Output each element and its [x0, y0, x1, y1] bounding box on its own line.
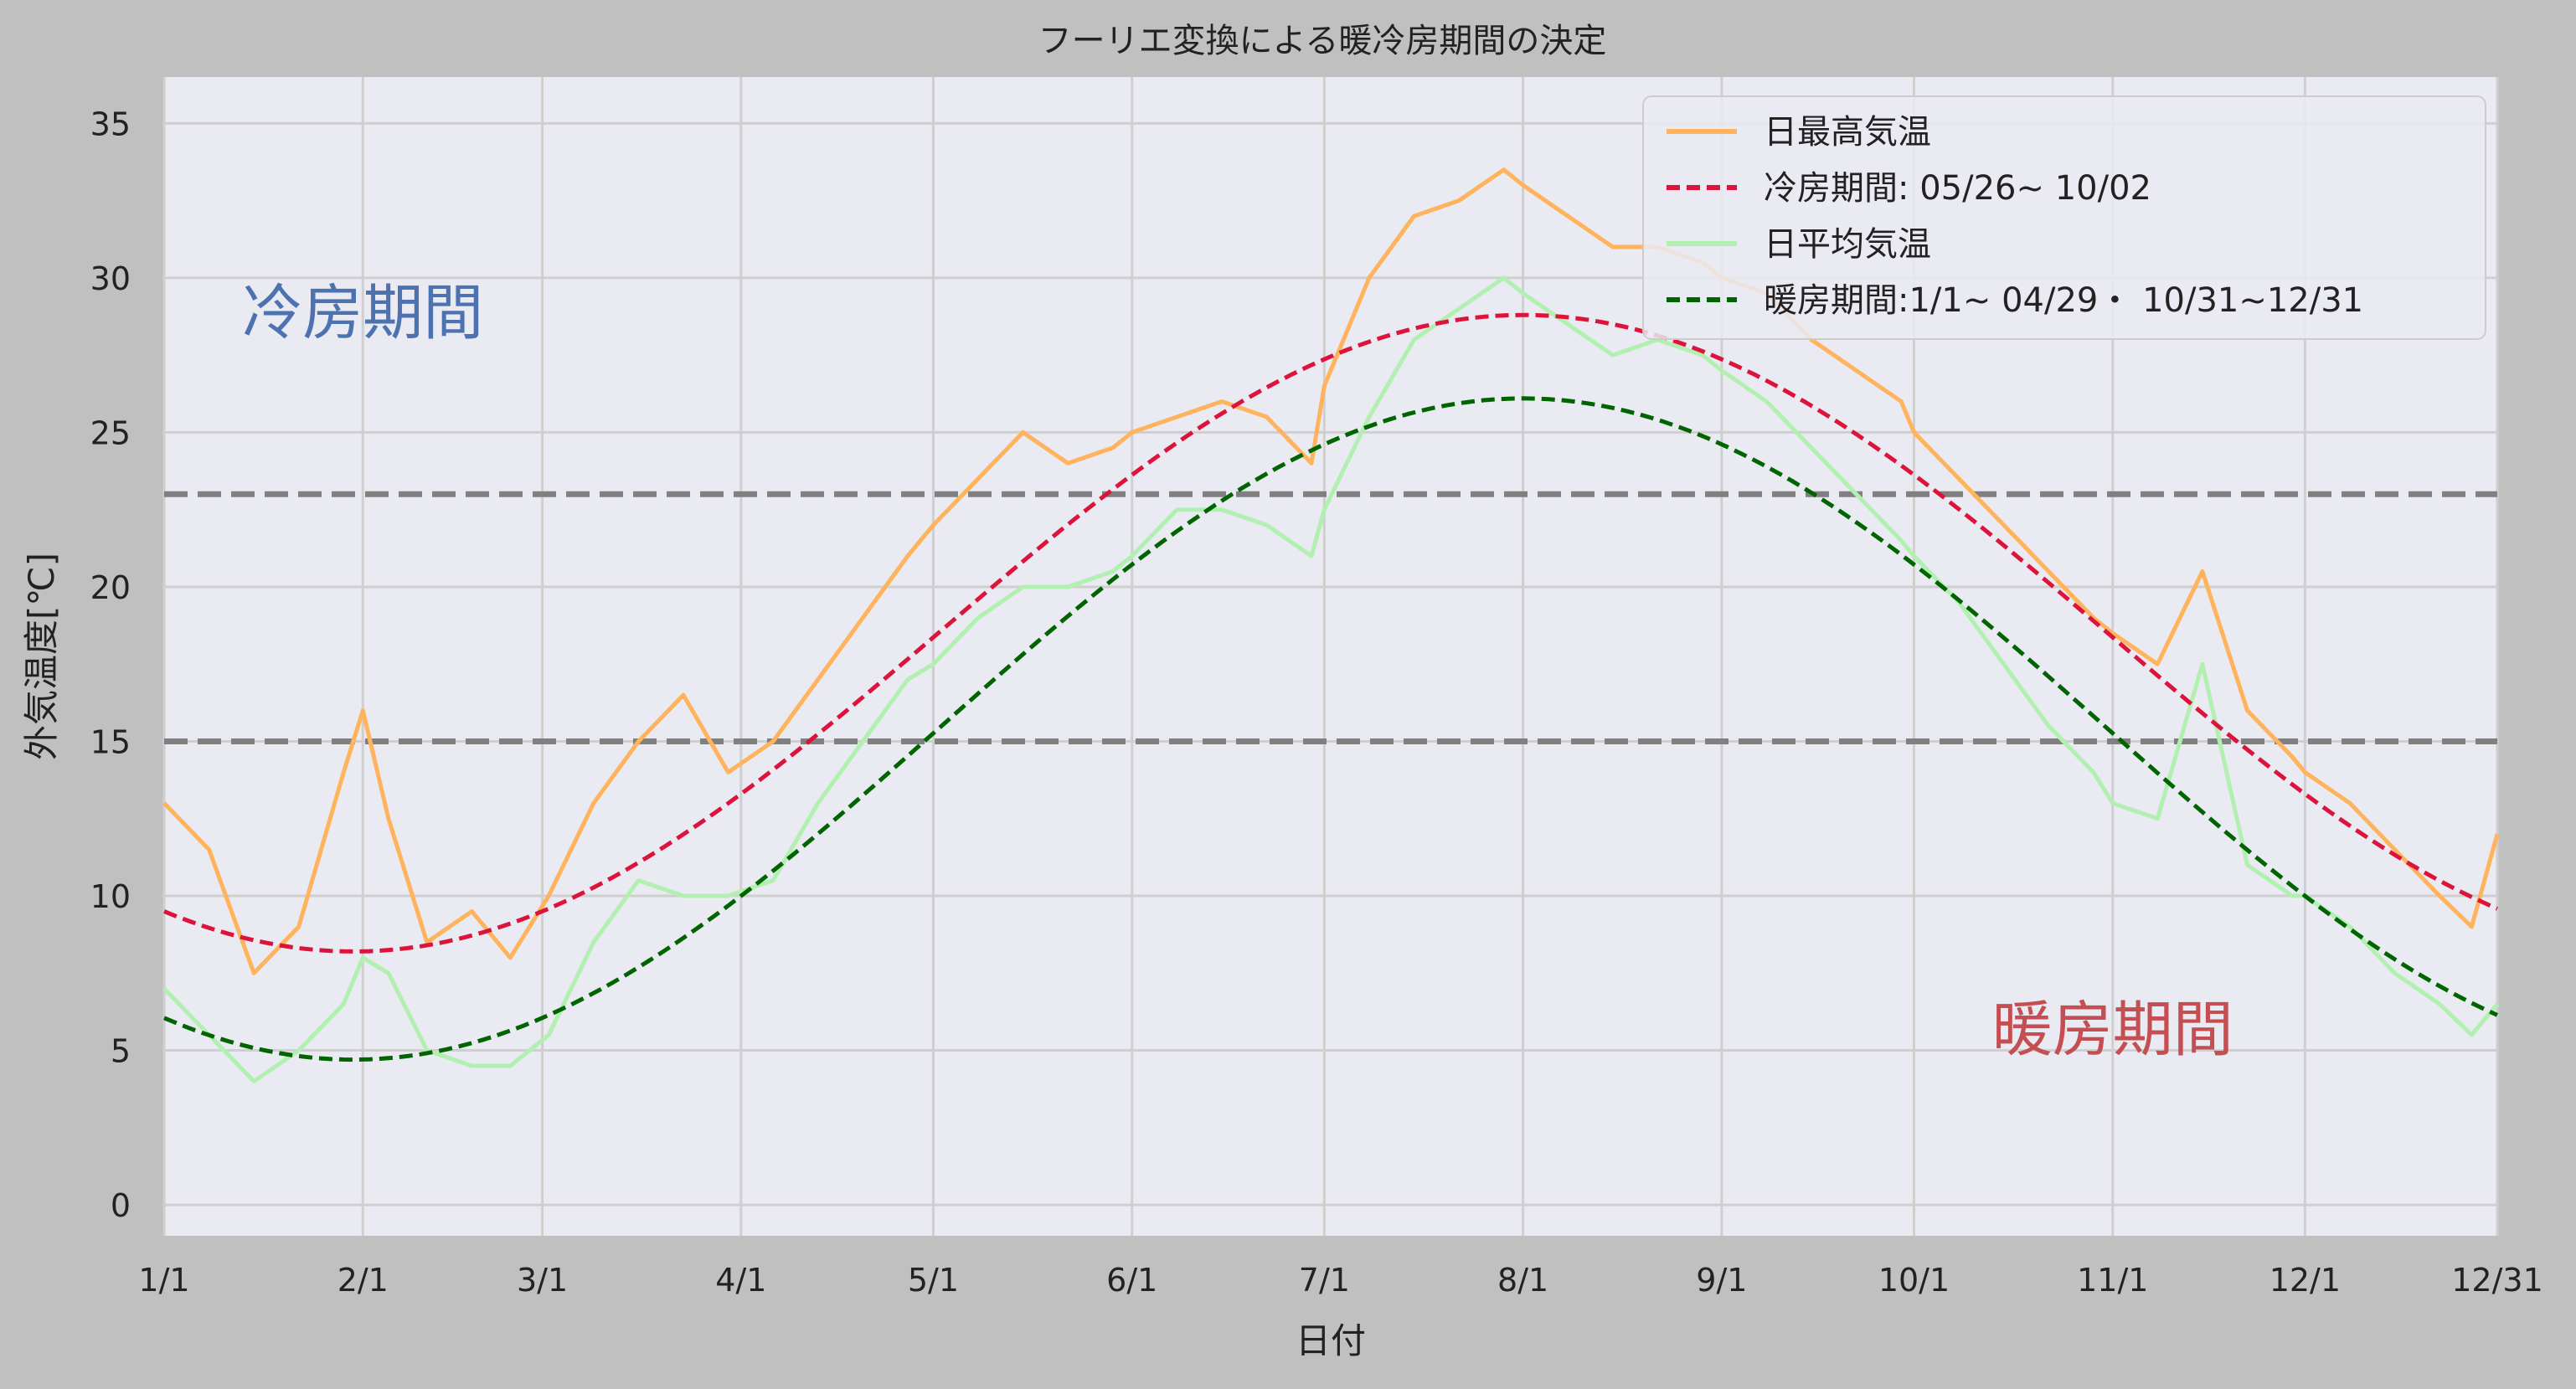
threshold-lines — [164, 491, 2497, 744]
x-tick-label: 8/1 — [1497, 1262, 1548, 1299]
x-tick-label: 1/1 — [138, 1262, 189, 1299]
y-tick-labels: 0 5 10 15 20 25 30 35 — [90, 105, 131, 1224]
y-tick-label: 25 — [90, 414, 131, 451]
y-tick-label: 30 — [90, 260, 131, 297]
y-tick-label: 5 — [111, 1033, 131, 1070]
series-line-2 — [162, 275, 2499, 1083]
x-axis-label: 日付 — [1296, 1320, 1366, 1361]
x-tick-label: 2/1 — [337, 1262, 389, 1299]
x-tick-label: 11/1 — [2077, 1262, 2148, 1299]
y-tick-label: 15 — [90, 723, 131, 760]
annotation-label: 冷房期間 — [242, 277, 483, 347]
x-tick-labels: 1/1 2/1 3/1 4/1 5/1 6/1 7/1 8/1 9/1 10/1 11/1 12/1 1… — [138, 1262, 2543, 1299]
legend-label: 暖房期間:1/1~ 04/29・ 10/31~12/31 — [1764, 281, 2363, 320]
legend-label: 日平均気温 — [1764, 225, 1931, 264]
series — [162, 167, 2500, 1083]
legend-label: 冷房期間: 05/26~ 10/02 — [1764, 169, 2151, 208]
annotation-label: 暖房期間 — [1992, 995, 2233, 1065]
x-tick-label: 5/1 — [908, 1262, 959, 1299]
chart-title: フーリエ変換による暖冷房期間の決定 — [1038, 22, 1607, 60]
y-tick-label: 10 — [90, 878, 131, 915]
x-tick-label: 3/1 — [517, 1262, 568, 1299]
legend-box — [1642, 95, 2486, 340]
y-tick-label: 35 — [90, 105, 131, 142]
series-line-1 — [162, 167, 2500, 975]
series-line-3 — [163, 312, 2499, 954]
x-tick-label: 9/1 — [1696, 1262, 1747, 1299]
x-tick-label: 10/1 — [1878, 1262, 1950, 1299]
x-tick-label: 6/1 — [1106, 1262, 1157, 1299]
x-tick-label: 12/1 — [2269, 1262, 2341, 1299]
x-tick-label: 12/31 — [2451, 1262, 2543, 1299]
series-line-4 — [163, 396, 2499, 1062]
y-tick-label: 0 — [111, 1187, 131, 1224]
y-tick-label: 20 — [90, 569, 131, 606]
x-tick-label: 7/1 — [1299, 1262, 1350, 1299]
y-axis-label: 外気温度[℃] — [21, 553, 62, 760]
legend-label: 日最高気温 — [1764, 113, 1931, 152]
x-tick-label: 4/1 — [715, 1262, 766, 1299]
